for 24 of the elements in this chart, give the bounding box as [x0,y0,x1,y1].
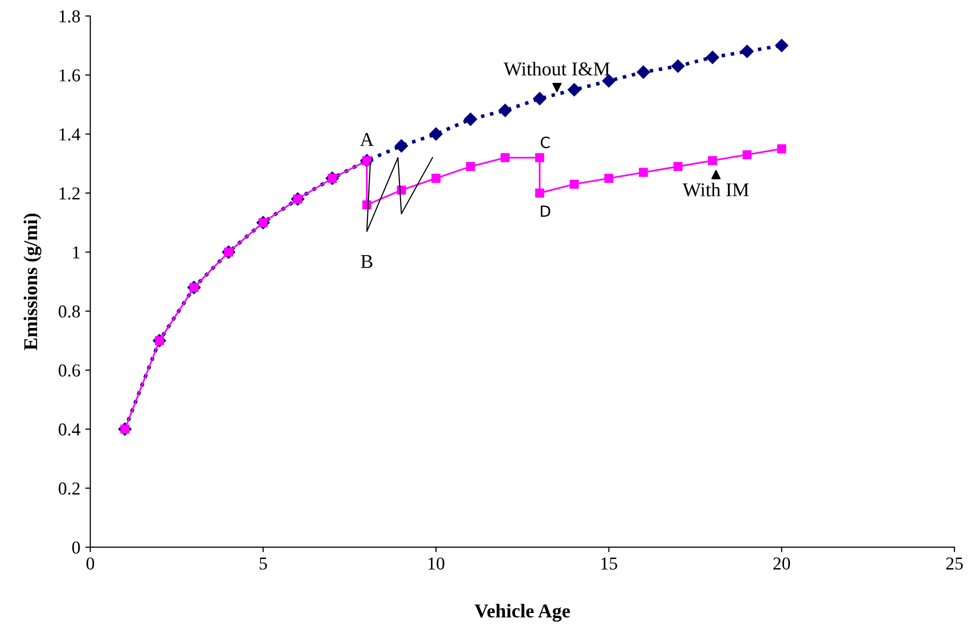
y-tick-label: 1.8 [60,10,80,23]
y-tick-label: 1.2 [60,187,80,200]
y-tick-label: 0.4 [58,423,80,436]
y-tick-label: 0 [72,541,80,554]
y-tick-label: 1.4 [60,128,80,141]
x-tick-label: 15 [601,558,618,570]
x-tick-label: 25 [946,557,963,570]
annotation: D [540,206,550,217]
y-tick-label: 0.2 [58,482,80,495]
y-tick-label: 1.6 [60,69,80,82]
annotation: C [540,136,550,148]
annotation: A [360,133,374,146]
x-tick-label: 0 [86,557,94,570]
y-tick-label: 1 [73,246,80,258]
y-tick-label: 0.8 [58,305,80,318]
annotation: With IM [682,182,749,196]
x-tick-label: 20 [773,557,790,570]
x-axis-title: Vehicle Age [474,604,570,622]
x-tick-label: 5 [260,558,267,570]
x-tick-label: 10 [428,557,444,570]
y-tick-label: 0.6 [58,364,80,377]
annotation: B [360,255,372,268]
y-axis-title: Emissions (g/mi) [24,214,42,350]
annotation: Without I&M [504,62,610,76]
